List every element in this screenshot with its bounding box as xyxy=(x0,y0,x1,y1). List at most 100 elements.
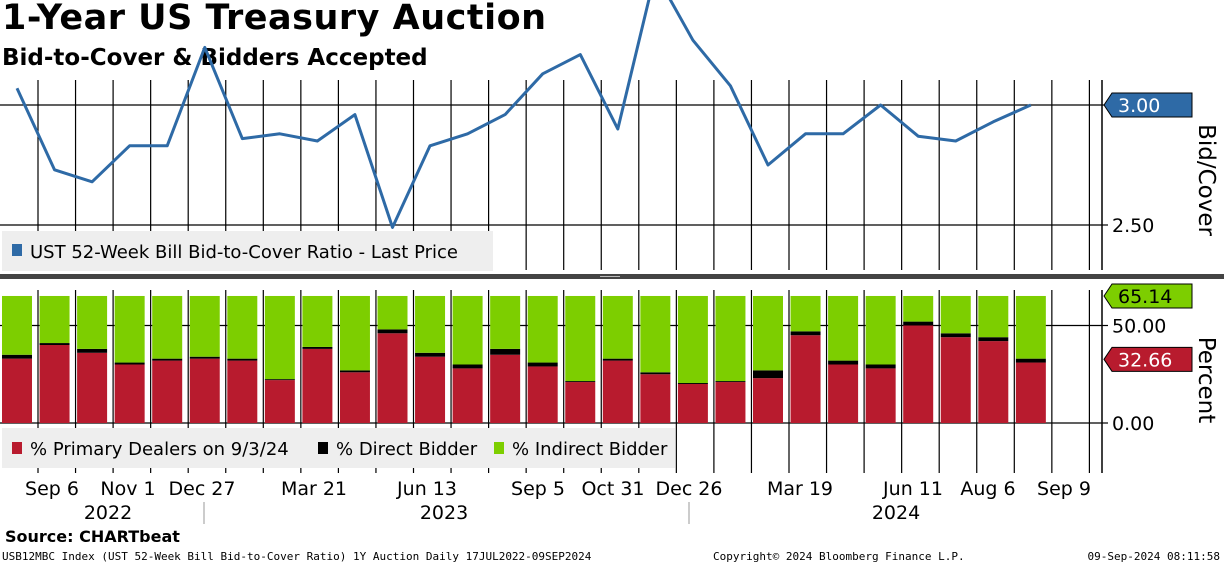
bar-primary-dealers xyxy=(677,384,708,423)
bar-indirect-bidder xyxy=(978,295,1009,338)
bar-direct-bidder xyxy=(1015,358,1046,363)
bar-direct-bidder xyxy=(227,358,258,361)
x-axis-tick-label: Mar 19 xyxy=(767,478,833,500)
x-axis-tick-label: Dec 26 xyxy=(656,478,723,500)
x-axis-tick-label: Aug 6 xyxy=(960,478,1015,500)
bar-indirect-bidder xyxy=(527,295,558,363)
bar-direct-bidder xyxy=(264,379,295,381)
bar-primary-dealers xyxy=(490,354,521,423)
index-info: USB12MBC Index (UST 52-Week Bill Bid-to-… xyxy=(2,550,592,563)
primary-dealers-last-value-box xyxy=(1103,346,1193,372)
bar-indirect-bidder xyxy=(565,295,596,382)
bar-indirect-bidder xyxy=(602,295,633,359)
bar-indirect-bidder xyxy=(490,295,521,349)
bar-direct-bidder xyxy=(790,331,821,336)
bar-indirect-bidder xyxy=(828,295,859,361)
legend-direct-bidder-swatch xyxy=(318,442,328,454)
bar-primary-dealers xyxy=(302,348,333,423)
x-axis-year-label: 2023 xyxy=(420,502,468,524)
bar-indirect-bidder xyxy=(640,295,671,373)
bar-direct-bidder xyxy=(377,329,408,334)
bar-direct-bidder xyxy=(77,348,108,353)
bottom-axis-tick-label: 50.00 xyxy=(1112,316,1166,338)
bar-indirect-bidder xyxy=(302,295,333,347)
bar-indirect-bidder xyxy=(715,295,746,382)
bar-indirect-bidder xyxy=(339,295,370,371)
bar-direct-bidder xyxy=(452,364,483,369)
bar-direct-bidder xyxy=(189,356,220,359)
bar-primary-dealers xyxy=(903,325,934,423)
bar-primary-dealers xyxy=(189,358,220,423)
chart-title: 1-Year US Treasury Auction xyxy=(2,0,547,38)
bar-primary-dealers xyxy=(452,368,483,423)
bar-indirect-bidder xyxy=(452,295,483,365)
bar-primary-dealers xyxy=(753,378,783,423)
bottom-axis-title: Percent xyxy=(1193,337,1219,424)
bar-indirect-bidder xyxy=(677,295,708,384)
bar-direct-bidder xyxy=(753,370,783,379)
bar-primary-dealers xyxy=(39,345,70,423)
bar-primary-dealers xyxy=(828,364,859,423)
timestamp: 09-Sep-2024 08:11:58 xyxy=(1087,550,1220,563)
bar-direct-bidder xyxy=(415,352,446,357)
bid-to-cover-line xyxy=(15,0,1032,229)
bar-direct-bidder xyxy=(527,362,558,367)
bar-indirect-bidder xyxy=(790,295,821,332)
x-axis-tick-label: Sep 5 xyxy=(511,478,565,500)
bottom-legend-box xyxy=(2,428,675,468)
top-legend-box xyxy=(2,231,493,271)
bid-to-cover-last-value-text: 3.00 xyxy=(1118,95,1160,117)
top-axis-tick-label: 2.50 xyxy=(1112,215,1154,237)
x-axis-tick-label: Nov 1 xyxy=(100,478,155,500)
bar-direct-bidder xyxy=(828,360,859,365)
bar-indirect-bidder xyxy=(377,295,408,330)
bar-indirect-bidder xyxy=(189,295,220,357)
bar-indirect-bidder xyxy=(152,295,183,359)
x-axis-tick-label: Mar 21 xyxy=(281,478,347,500)
bar-indirect-bidder xyxy=(865,295,896,365)
bar-indirect-bidder xyxy=(2,295,32,355)
bar-indirect-bidder xyxy=(415,295,446,353)
x-axis-tick-label: Sep 9 xyxy=(1037,478,1091,500)
copyright: Copyright© 2024 Bloomberg Finance L.P. xyxy=(713,550,965,563)
legend-primary-dealers-label: % Primary Dealers on 9/3/24 xyxy=(30,439,289,460)
bar-primary-dealers xyxy=(640,374,671,423)
bar-direct-bidder xyxy=(940,333,971,338)
bar-direct-bidder xyxy=(302,346,333,349)
bar-direct-bidder xyxy=(2,354,32,359)
indirect-bidder-last-value-text: 65.14 xyxy=(1118,286,1172,308)
bar-indirect-bidder xyxy=(264,295,295,380)
bar-primary-dealers xyxy=(715,382,746,423)
bar-primary-dealers xyxy=(1015,362,1046,423)
indirect-bidder-last-value-box xyxy=(1103,283,1193,309)
x-axis-tick-label: Jun 13 xyxy=(396,478,457,500)
legend-direct-bidder-label: % Direct Bidder xyxy=(336,439,478,460)
legend-primary-dealers-swatch xyxy=(12,442,22,454)
legend-label-bid-to-cover: UST 52-Week Bill Bid-to-Cover Ratio - La… xyxy=(30,242,458,263)
bar-indirect-bidder xyxy=(227,295,258,359)
bar-direct-bidder xyxy=(978,337,1009,342)
bar-direct-bidder xyxy=(677,383,708,384)
x-axis-year-label: 2024 xyxy=(872,502,920,524)
bar-primary-dealers xyxy=(339,372,370,423)
x-axis-tick-label: Dec 27 xyxy=(169,478,236,500)
bar-primary-dealers xyxy=(264,380,295,423)
bar-primary-dealers xyxy=(2,358,32,423)
bar-primary-dealers xyxy=(940,337,971,423)
legend-indirect-bidder-label: % Indirect Bidder xyxy=(512,439,668,460)
bar-direct-bidder xyxy=(490,348,521,355)
bar-primary-dealers xyxy=(415,356,446,423)
bar-primary-dealers xyxy=(152,360,183,423)
bar-primary-dealers xyxy=(114,364,145,423)
bar-direct-bidder xyxy=(640,372,671,375)
bar-direct-bidder xyxy=(39,343,70,345)
bar-indirect-bidder xyxy=(753,295,783,371)
primary-dealers-last-value-text: 32.66 xyxy=(1118,349,1172,371)
bar-direct-bidder xyxy=(602,358,633,361)
bar-direct-bidder xyxy=(565,381,596,383)
bottom-axis-tick-label: 0.00 xyxy=(1112,413,1154,435)
bar-direct-bidder xyxy=(339,370,370,373)
bar-primary-dealers xyxy=(77,352,108,423)
bid-to-cover-last-value-box xyxy=(1103,92,1193,118)
